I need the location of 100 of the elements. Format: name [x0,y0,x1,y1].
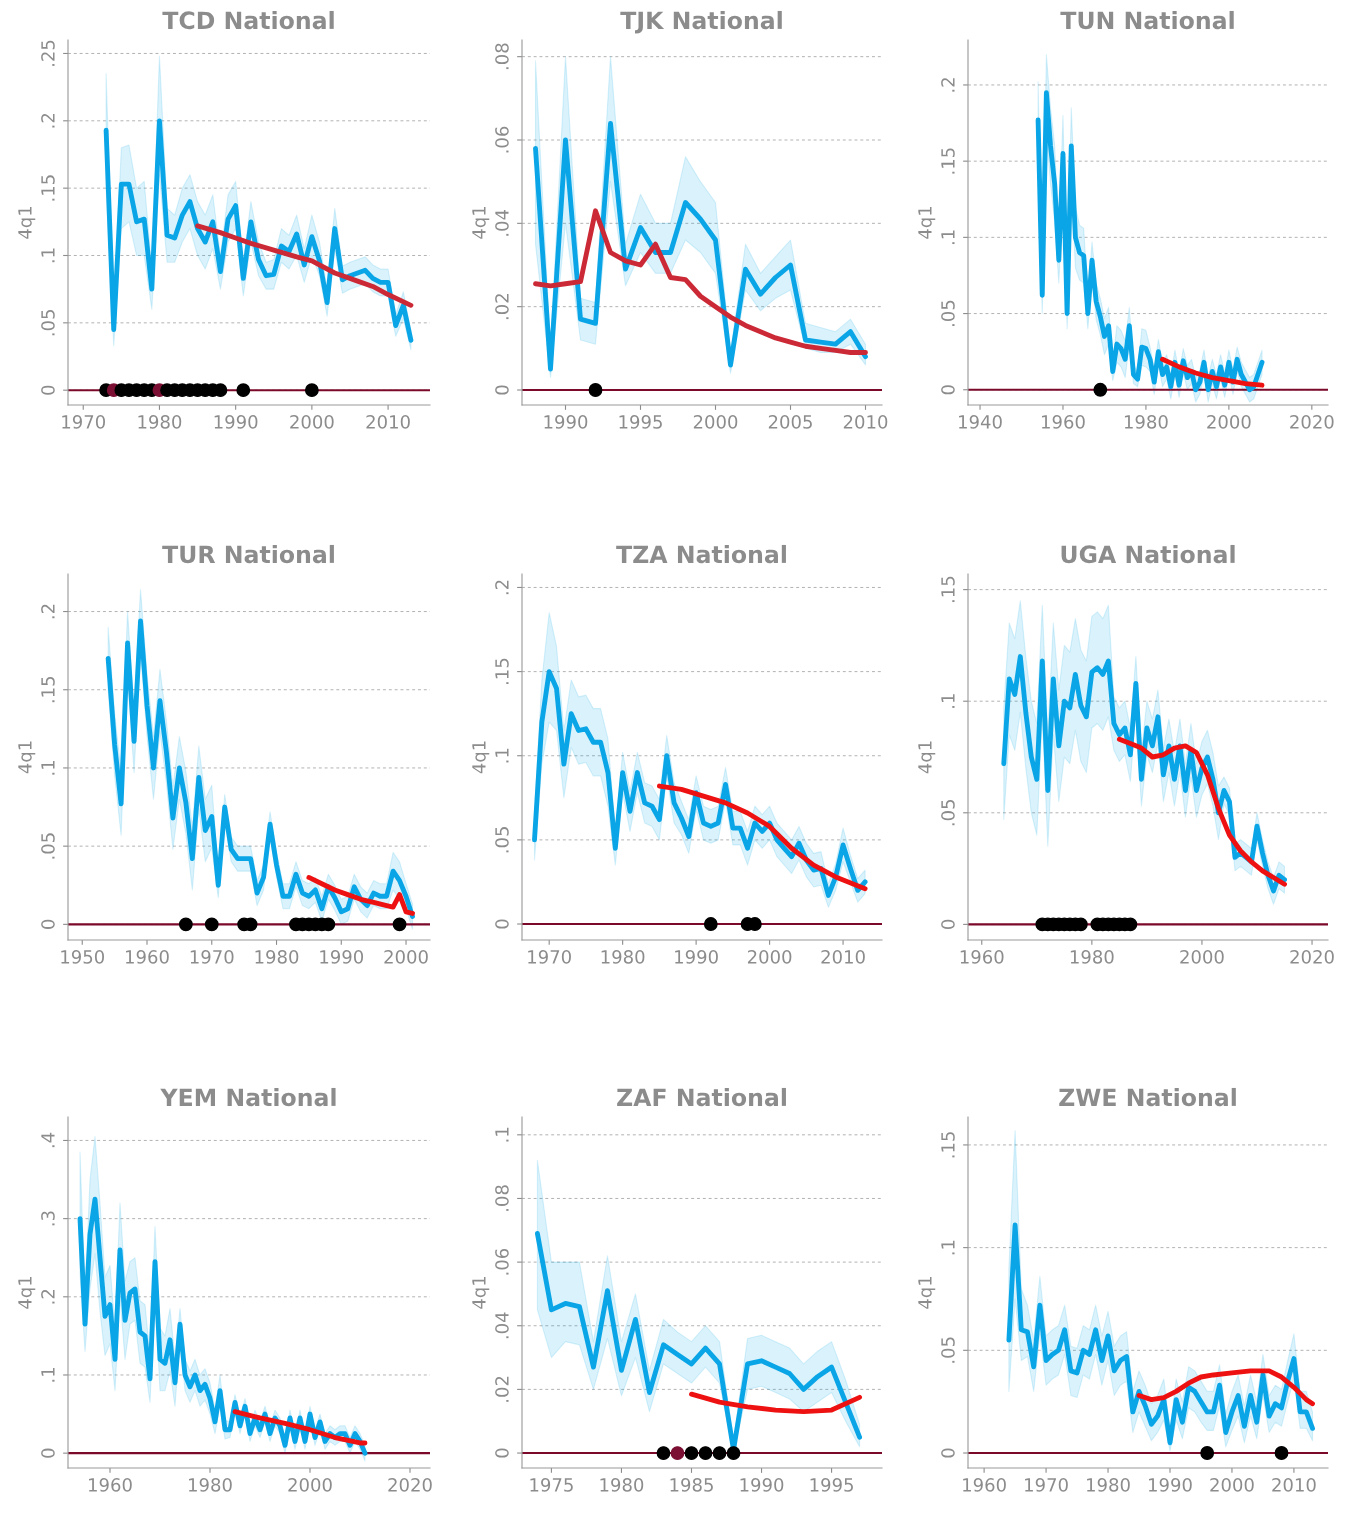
line-series [1116,736,1287,887]
x-tick-label: 2010 [1272,1478,1316,1492]
y-tick-label: 0 [41,919,55,929]
y-tick-label: 0 [41,1448,55,1458]
line-series [1006,1222,1315,1446]
x-tick-label: 1980 [1087,1478,1130,1492]
x-tick-label: 1960 [126,950,169,964]
x-tick-label: 1970 [528,950,571,964]
y-tick-label: .2 [41,604,55,619]
x-tick-label: 2000 [384,950,428,964]
y-tick-label: .05 [41,310,55,336]
chart-title: ZAF National [617,1087,786,1107]
x-tick-label: 1980 [600,1478,644,1492]
y-tick-label: .04 [495,209,509,236]
x-tick-label: 1990 [1149,1478,1192,1492]
y-tick-label: .06 [495,126,509,153]
chart-title: TCD National [162,10,334,30]
y-tick-label: .1 [941,1240,955,1255]
x-tick-label: 1980 [601,950,645,964]
line-series [689,1391,863,1415]
line-series [103,118,414,343]
y-tick-label: 0 [495,385,509,395]
y-tick-label: 0 [41,385,55,395]
y-tick-label: 0 [941,919,955,929]
y-tick-label: .06 [495,1248,509,1275]
y-tick-label: .1 [495,1127,509,1142]
x-tick-label: 2000 [288,1478,332,1492]
chart-title: TZA National [616,544,786,564]
y-tick-label: .15 [495,658,509,685]
line-series [77,1196,368,1456]
x-tick-label: 2000 [693,415,738,429]
y-tick-label: 0 [495,919,509,929]
y-tick-label: .15 [941,1132,955,1158]
y-tick-label: .1 [495,748,509,763]
y-tick-label: .05 [941,800,955,826]
line-series [195,223,414,308]
chart-title: YEM National [160,1087,336,1107]
x-tick-label: 2020 [1290,950,1334,964]
x-tick-label: 1960 [960,950,1004,964]
y-tick-label: .4 [41,1132,55,1148]
x-tick-label: 1980 [1070,950,1114,964]
x-tick-label: 1995 [619,415,662,429]
x-tick-label: 1940 [959,415,1002,429]
y-tick-label: .08 [495,1185,509,1211]
x-tick-label: 1990 [214,415,258,429]
x-tick-label: 2010 [366,415,410,429]
y-tick-label: 0 [941,1448,955,1458]
line-series [1160,356,1265,388]
x-tick-label: 2000 [747,950,792,964]
x-tick-label: 2000 [290,415,334,429]
y-tick-label: .04 [495,1312,509,1339]
y-tick-label: .15 [41,676,55,703]
y-tick-label: 0 [941,385,955,395]
y-tick-label: .1 [941,230,955,245]
line-series [232,1409,368,1446]
y-tick-label: .15 [41,175,55,201]
x-tick-label: 1960 [89,1478,132,1492]
line-series [1136,1368,1315,1407]
x-tick-label: 1980 [138,415,182,429]
x-tick-label: 1960 [1041,415,1085,429]
y-tick-label: .05 [941,300,955,326]
y-tick-label: .2 [495,580,509,595]
x-tick-label: 1990 [544,415,588,429]
x-tick-label: 1980 [1124,415,1168,429]
y-axis-title: 4q1 [472,1276,490,1309]
x-tick-label: 1980 [255,950,299,964]
y-axis-title: 4q1 [472,741,490,774]
x-tick-label: 1990 [675,950,718,964]
x-tick-label: 1980 [189,1478,232,1492]
y-tick-label: .05 [941,1337,955,1363]
line-series [532,669,868,898]
y-tick-label: .2 [941,78,955,92]
x-tick-label: 1975 [530,1478,573,1492]
x-tick-label: 1960 [963,1478,1006,1492]
line-series [533,208,868,355]
y-axis-title: 4q1 [918,206,936,239]
x-tick-label: 1970 [62,415,106,429]
y-tick-label: .3 [41,1211,55,1226]
y-tick-label: .02 [495,1376,509,1402]
line-series [656,783,868,892]
x-tick-label: 1995 [810,1478,853,1492]
y-axis-title: 4q1 [18,741,36,774]
y-axis-title: 4q1 [18,1276,36,1309]
y-tick-label: .25 [41,40,55,66]
y-axis-title: 4q1 [472,206,490,239]
y-tick-label: .1 [941,694,955,708]
chart-title: ZWE National [1059,1087,1236,1107]
x-tick-label: 1950 [61,950,105,964]
y-axis-title: 4q1 [918,741,936,774]
line-series [1001,654,1287,894]
x-tick-label: 2000 [1180,950,1224,964]
y-tick-label: .1 [41,248,55,263]
x-tick-label: 2000 [1210,1478,1254,1492]
y-tick-label: .05 [41,833,55,859]
line-series [306,875,415,916]
y-tick-label: .02 [495,294,509,320]
x-tick-label: 2005 [768,415,812,429]
y-tick-label: .05 [495,827,509,853]
x-tick-label: 1990 [320,950,364,964]
line-series [533,120,868,372]
